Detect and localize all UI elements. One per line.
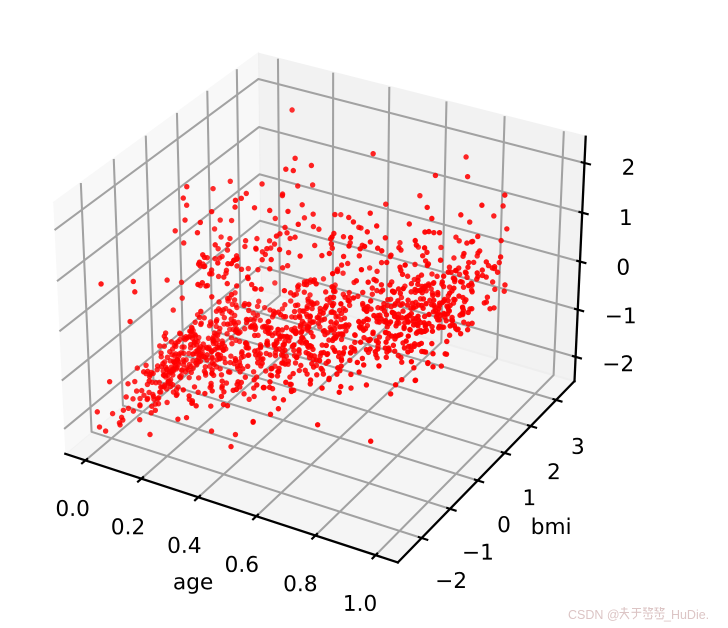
svg-text:CSDN @: CSDN @ — [568, 608, 620, 622]
svg-text:_HuDie.: _HuDie. — [663, 608, 709, 622]
